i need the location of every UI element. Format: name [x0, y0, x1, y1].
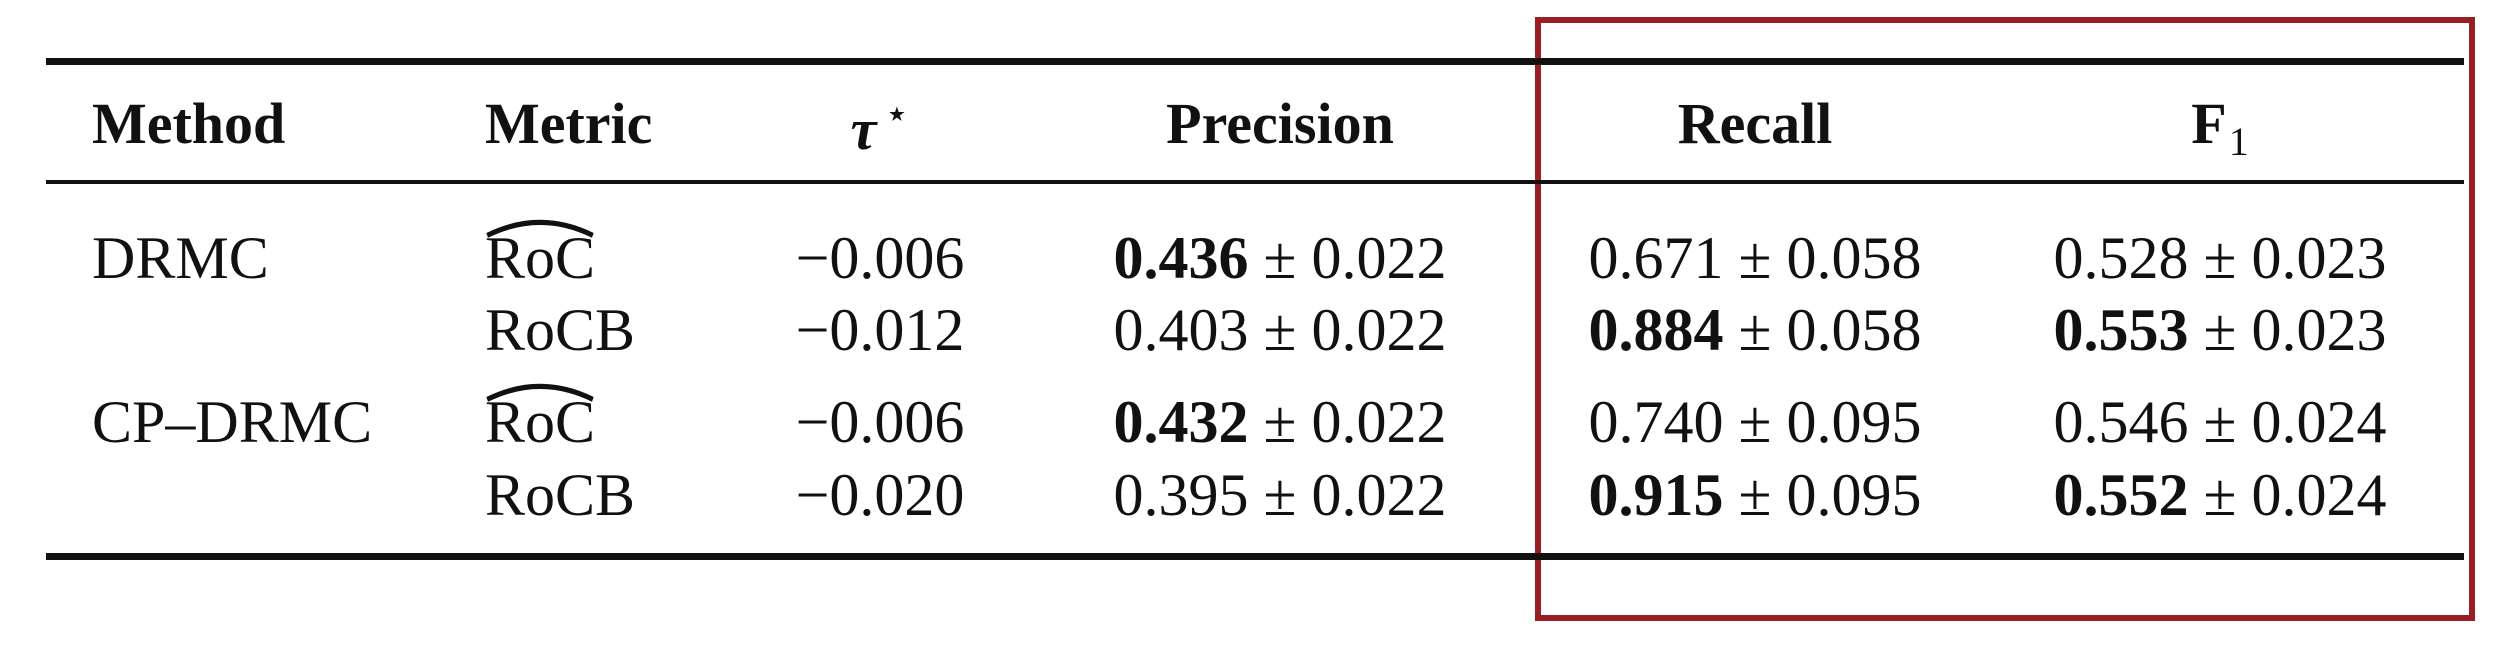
row-4-precision: 0.395 ± 0.022	[1114, 465, 1447, 525]
row-2-metric: RoCB	[485, 297, 636, 363]
row-2-f1: 0.553 ± 0.023	[2054, 300, 2387, 360]
row-2-f1-pm: ± 0.023	[2188, 297, 2387, 363]
row-1-recall-mean: 0.671	[1588, 225, 1724, 291]
f1-base: F	[2191, 91, 2227, 156]
row-2-recall-mean: 0.884	[1588, 297, 1724, 363]
row-4-precision-pm: ± 0.022	[1248, 462, 1447, 528]
top-rule	[46, 58, 2464, 65]
row-4-metric: RoCB	[485, 462, 636, 528]
row-1-f1-pm: ± 0.023	[2188, 225, 2387, 291]
row-2-precision-mean: 0.403	[1113, 297, 1249, 363]
row-4-precision-mean: 0.395	[1113, 462, 1249, 528]
row-3-f1: 0.546 ± 0.024	[2054, 392, 2387, 452]
header-f1: F1	[2191, 95, 2248, 162]
row-1-f1: 0.528 ± 0.023	[2054, 228, 2387, 288]
row-4-recall-pm: ± 0.095	[1723, 462, 1922, 528]
hat-icon	[485, 376, 595, 402]
row-1-method: DRMC	[92, 225, 269, 291]
row-4-recall-mean: 0.915	[1588, 462, 1724, 528]
row-3-recall: 0.740 ± 0.095	[1589, 392, 1922, 452]
bottom-rule	[46, 553, 2464, 560]
row-2-recall-pm: ± 0.058	[1723, 297, 1922, 363]
row-3-f1-mean: 0.546	[2053, 389, 2189, 455]
header-recall: Recall	[1677, 91, 1833, 156]
tau-star: ⋆	[884, 91, 910, 136]
tau-symbol: τ	[850, 97, 877, 162]
row-4-f1-pm: ± 0.024	[2188, 462, 2387, 528]
row-3-metric-hat: RoC	[485, 383, 596, 455]
row-1-precision-pm: ± 0.022	[1248, 225, 1447, 291]
row-2-recall: 0.884 ± 0.058	[1589, 300, 1922, 360]
row-3-metric: RoC	[485, 383, 596, 455]
row-2-precision: 0.403 ± 0.022	[1114, 300, 1447, 360]
row-3-precision-pm: ± 0.022	[1248, 389, 1447, 455]
hat-icon	[485, 212, 595, 238]
row-1-metric: RoC	[485, 219, 596, 291]
header-metric: Metric	[485, 91, 653, 156]
f1-sub: 1	[2228, 119, 2249, 164]
row-1-f1-mean: 0.528	[2053, 225, 2189, 291]
row-3-recall-mean: 0.740	[1588, 389, 1724, 455]
row-1-tau: −0.006	[795, 225, 965, 291]
row-3-tau: −0.006	[795, 389, 965, 455]
row-3-metric-text: RoC	[485, 389, 596, 455]
row-3-recall-pm: ± 0.095	[1723, 389, 1922, 455]
row-1-metric-text: RoC	[485, 225, 596, 291]
header-tau: τ ⋆	[851, 94, 910, 159]
row-2-f1-mean: 0.553	[2053, 297, 2189, 363]
row-1-metric-hat: RoC	[485, 219, 596, 291]
row-1-recall-pm: ± 0.058	[1723, 225, 1922, 291]
row-4-f1: 0.552 ± 0.024	[2054, 465, 2387, 525]
row-3-f1-pm: ± 0.024	[2188, 389, 2387, 455]
mid-rule	[46, 180, 2464, 184]
row-1-recall: 0.671 ± 0.058	[1589, 228, 1922, 288]
row-3-precision: 0.432 ± 0.022	[1114, 392, 1447, 452]
row-4-recall: 0.915 ± 0.095	[1589, 465, 1922, 525]
row-1-precision: 0.436 ± 0.022	[1114, 228, 1447, 288]
header-precision: Precision	[1166, 91, 1394, 156]
header-method: Method	[92, 91, 286, 156]
highlight-box	[1535, 17, 2475, 621]
row-3-precision-mean: 0.432	[1113, 389, 1249, 455]
row-2-tau: −0.012	[795, 297, 965, 363]
row-2-precision-pm: ± 0.022	[1248, 297, 1447, 363]
row-1-precision-mean: 0.436	[1113, 225, 1249, 291]
row-3-method: CP–DRMC	[92, 389, 373, 455]
row-4-tau: −0.020	[795, 462, 965, 528]
row-4-f1-mean: 0.552	[2053, 462, 2189, 528]
